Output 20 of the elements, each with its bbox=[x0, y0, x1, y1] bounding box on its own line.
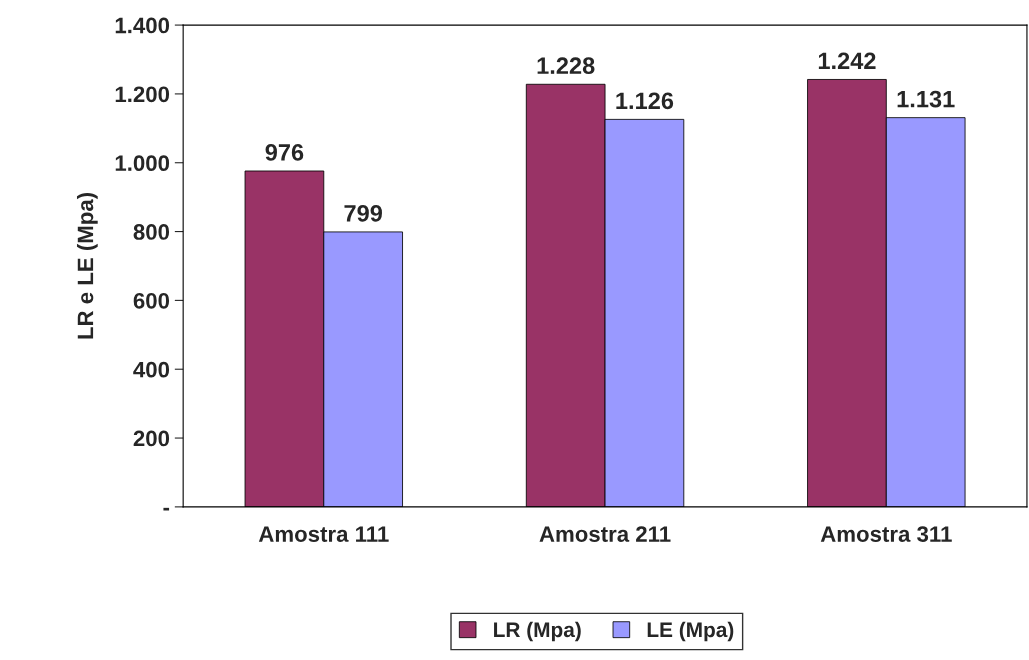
y-tick-label: 1.200 bbox=[115, 86, 170, 103]
y-tick-label: 800 bbox=[133, 224, 170, 240]
legend-label: LE (Mpa) bbox=[647, 621, 734, 642]
y-tick-label: 600 bbox=[133, 292, 170, 309]
data-label: 799 bbox=[344, 204, 382, 222]
y-tick-label: 400 bbox=[133, 361, 170, 378]
data-label: 976 bbox=[265, 144, 304, 161]
data-label: 1.242 bbox=[818, 52, 876, 69]
y-tick-label: 1.000 bbox=[115, 155, 170, 172]
y-tick-label: 1.400 bbox=[115, 17, 170, 34]
data-label: 1.228 bbox=[537, 57, 595, 75]
x-tick-label: Amostra 311 bbox=[820, 526, 952, 542]
y-tick-label: 200 bbox=[133, 430, 170, 447]
y-axis-title: LR e LE (Mpa) bbox=[76, 193, 98, 339]
data-label: 1.126 bbox=[616, 92, 674, 110]
y-tick-label: - bbox=[163, 507, 170, 511]
x-tick-label: Amostra 111 bbox=[258, 526, 389, 542]
x-tick-label: Amostra 211 bbox=[539, 526, 671, 542]
data-label: 1.131 bbox=[897, 90, 955, 108]
legend-label: LR (Mpa) bbox=[494, 621, 581, 642]
